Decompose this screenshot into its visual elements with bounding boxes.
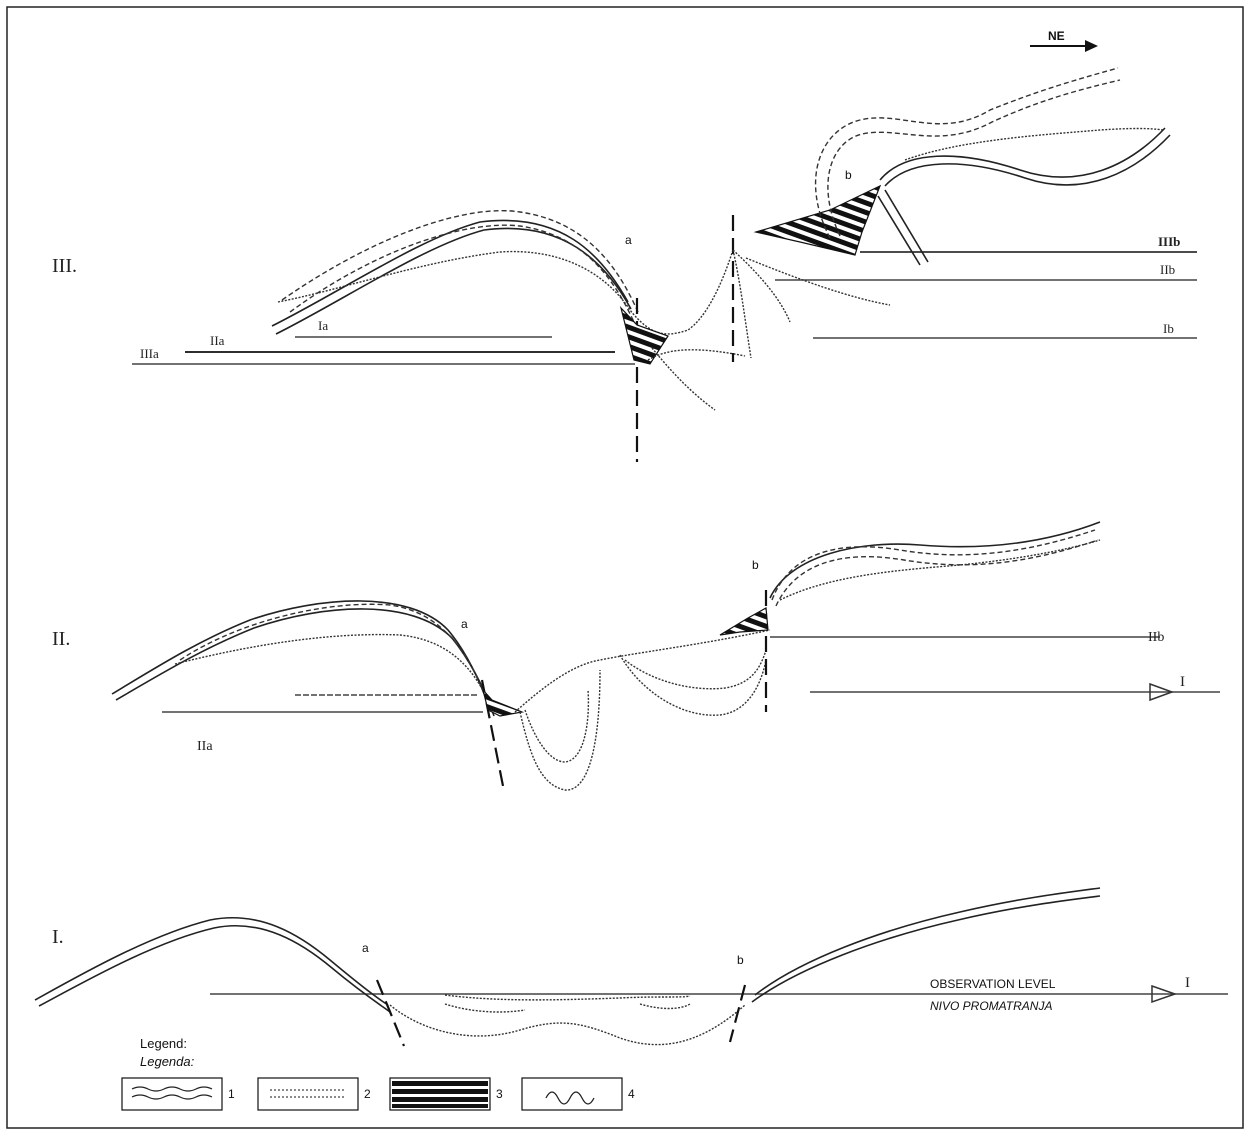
breccia-zone (719, 607, 769, 636)
legend-swatch-1 (121, 1077, 223, 1111)
bedrock-layer (111, 600, 491, 711)
observation-level-hr: NIVO PROMATRANJA (930, 999, 1052, 1013)
erosion-surface (651, 347, 716, 411)
bedrock-layer (884, 134, 1171, 187)
level-arrow-icon (1151, 984, 1178, 1004)
level-label: IIa (197, 739, 213, 754)
erosion-surface (732, 249, 752, 359)
legend-title-hr: Legenda: (140, 1054, 195, 1069)
level-label: IIb (1148, 630, 1164, 645)
erosion-surface (732, 249, 791, 323)
breccia-zone (482, 689, 525, 717)
level-label: Ib (1163, 321, 1174, 336)
legend-swatch-2 (257, 1077, 359, 1111)
bedrock-layer (38, 924, 391, 1013)
fault-line (728, 984, 747, 1043)
erosion-surface (647, 349, 746, 361)
dotted-double-line-icon (270, 1089, 346, 1098)
erosion-surface (619, 654, 767, 716)
stage-iii-section: III. IIIa IIa Ia IIIb IIb Ib (52, 67, 1197, 462)
erosion-surface (745, 257, 891, 306)
stage-ii-label: II. (52, 628, 70, 650)
stage-iii-label: III. (52, 255, 77, 277)
black-striped-breccia-icon (392, 1081, 488, 1108)
bedrock-layer (769, 521, 1101, 599)
bedrock-layer (884, 189, 929, 263)
breccia-zone (619, 305, 669, 365)
legend-number-2: 2 (364, 1087, 371, 1101)
level-arrow-icon (1149, 682, 1175, 702)
bedrock-layer (271, 219, 629, 327)
diagram-frame (6, 6, 1244, 1129)
legend: Legend: Legenda: 1 2 3 4 (121, 1036, 635, 1111)
erosion-surface (277, 249, 734, 335)
covering-layer (289, 224, 635, 323)
block-label: b (845, 168, 852, 182)
covering-layer (814, 67, 1119, 239)
erosion-surface (624, 649, 767, 690)
erosion-surface (779, 539, 1101, 601)
stage-i-label: I. (52, 926, 64, 948)
erosion-surface (444, 1003, 526, 1013)
fault-line (480, 679, 505, 787)
fault-line (375, 979, 406, 1047)
wavy-erosion-line-icon (545, 1091, 595, 1105)
bedrock-layer (34, 916, 389, 1006)
block-label: b (737, 953, 744, 967)
bedrock-layer (751, 895, 1101, 1003)
legend-number-1: 1 (228, 1087, 235, 1101)
stage-ii-section: II. IIb I IIa a b (52, 521, 1220, 791)
covering-layer (827, 79, 1121, 237)
level-label: I (1185, 975, 1190, 991)
block-label: a (625, 233, 632, 247)
bedrock-layer (879, 127, 1166, 181)
erosion-surface (444, 994, 691, 1001)
observation-level-en: OBSERVATION LEVEL (930, 977, 1056, 991)
direction-label: NE (1048, 29, 1065, 43)
legend-number-3: 3 (496, 1087, 503, 1101)
level-label: IIIa (140, 346, 159, 361)
legend-number-4: 4 (628, 1087, 635, 1101)
covering-layer (179, 603, 491, 711)
stage-i-section: I. I OBSERVATION LEVEL NIVO PROMATRANJA … (34, 887, 1228, 1047)
block-label: b (752, 558, 759, 572)
erosion-surface (514, 629, 771, 713)
erosion-surface (524, 689, 590, 763)
erosion-surface (389, 1004, 746, 1046)
erosion-surface (519, 669, 601, 791)
level-label: I (1180, 674, 1185, 690)
level-label: IIa (210, 333, 225, 348)
erosion-surface (904, 127, 1164, 161)
level-label: IIb (1160, 262, 1175, 277)
level-label: IIIb (1158, 234, 1180, 249)
block-label: a (362, 941, 369, 955)
bedrock-layer (275, 227, 632, 335)
double-wavy-line-icon (131, 1086, 213, 1100)
erosion-surface (174, 633, 491, 706)
covering-layer (771, 529, 1096, 601)
legend-title-en: Legend: (140, 1036, 187, 1051)
north-east-arrow: NE (1030, 29, 1098, 52)
bedrock-layer (754, 887, 1101, 996)
covering-layer (775, 539, 1099, 607)
level-label: Ia (318, 318, 328, 333)
covering-layer (281, 209, 639, 313)
erosion-surface (639, 1003, 691, 1010)
bedrock-layer (877, 195, 921, 266)
block-label: a (461, 617, 468, 631)
breccia-zone (753, 184, 882, 256)
